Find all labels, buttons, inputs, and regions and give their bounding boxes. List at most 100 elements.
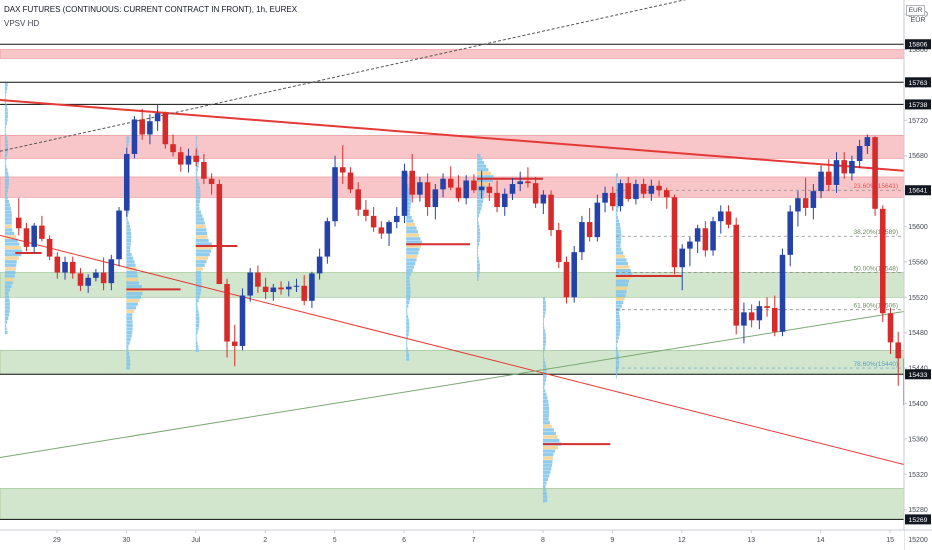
volume-profile-bar [542, 314, 545, 319]
volume-profile-bar [4, 203, 11, 207]
volume-profile-bar [542, 474, 550, 478]
candle-body [471, 180, 477, 191]
volume-profile-bar [126, 299, 140, 303]
volume-profile-bar [476, 153, 481, 158]
volume-profile-bar [406, 336, 408, 340]
candle-body [540, 194, 547, 204]
volume-profile-bar [4, 111, 8, 115]
volume-profile-bar [542, 378, 546, 382]
candle-body [100, 272, 107, 284]
candle-body [594, 202, 601, 238]
volume-profile-bar [542, 421, 550, 425]
candle-body [872, 137, 878, 209]
volume-profile-bar [4, 146, 9, 151]
candle-body [162, 113, 169, 145]
volume-profile-bar [615, 350, 619, 354]
volume-profile-bar [195, 224, 206, 228]
candle-body [301, 285, 307, 301]
volume-profile-bar [4, 214, 12, 218]
volume-profile-bar [476, 178, 493, 182]
volume-profile-bar [615, 364, 619, 368]
currency-label[interactable]: EUR [906, 5, 925, 16]
currency-text: EUR [911, 17, 926, 24]
volume-profile-bar [476, 199, 483, 204]
volume-profile-bar [615, 357, 620, 361]
volume-profile-bar [4, 320, 8, 324]
price-axis [904, 0, 932, 550]
candle-body [309, 273, 315, 301]
y-tick-label: 15440 [908, 366, 928, 373]
candle-body [625, 183, 631, 200]
volume-profile-bar [615, 283, 629, 287]
volume-profile-bar [476, 224, 480, 228]
volume-profile-bar [476, 253, 478, 257]
volume-profile-bar [126, 330, 133, 335]
volume-profile-bar [476, 231, 481, 236]
volume-profile-bar [476, 164, 487, 168]
volume-profile-bar [126, 323, 133, 328]
volume-profile-bar [126, 345, 129, 349]
x-tick-label: 12 [678, 537, 686, 544]
volume-profile-bar [195, 217, 204, 221]
candle-body [208, 178, 215, 185]
volume-profile-bar [406, 208, 411, 213]
volume-profile-bar [542, 470, 551, 474]
candle-body [316, 256, 323, 274]
candle-body [748, 312, 755, 321]
x-tick-label: 7 [472, 537, 476, 544]
volume-profile-bar [406, 325, 410, 329]
volume-profile-bar [476, 196, 484, 200]
volume-profile-bar [126, 256, 134, 260]
volume-profile-bar [195, 281, 202, 285]
candle-body [355, 189, 361, 210]
volume-profile-bar [4, 228, 13, 232]
y-tick-label: 15680 [908, 153, 928, 160]
candle-body [609, 192, 616, 207]
volume-profile-bar [615, 212, 618, 216]
volume-profile-bar [406, 212, 411, 216]
candle-body [579, 222, 585, 253]
volume-profile-bar [4, 313, 10, 317]
volume-profile-bar [126, 235, 132, 239]
y-tick-label: 15320 [908, 472, 928, 479]
volume-profile-bar [542, 445, 559, 450]
volume-profile-bar [615, 375, 617, 379]
volume-profile-bar [406, 201, 411, 205]
candle-body [270, 287, 277, 292]
volume-profile-bar [4, 171, 9, 175]
volume-profile-bar [542, 424, 552, 428]
volume-profile-bar [4, 139, 8, 144]
volume-profile-bar [126, 327, 133, 331]
candle-body [278, 287, 284, 290]
x-tick-label: 6 [402, 537, 406, 544]
candle-body [880, 208, 886, 314]
volume-profile-bar [195, 192, 201, 197]
volume-profile-bar [195, 302, 198, 306]
volume-profile-bar [615, 332, 620, 336]
candle-body [486, 186, 493, 193]
x-tick-label: 9 [610, 537, 614, 544]
candle-body [123, 153, 130, 211]
volume-profile-bar [476, 260, 480, 264]
volume-profile-bar [476, 217, 478, 221]
volume-profile-bar [406, 314, 409, 319]
volume-profile-bar [195, 161, 200, 165]
volume-profile-bar [476, 157, 483, 161]
volume-profile-bar [476, 175, 494, 179]
volume-profile-bar [615, 279, 629, 283]
volume-profile-bar [615, 268, 631, 273]
candle-body [718, 211, 724, 222]
candle-body [648, 185, 655, 194]
candle-body [154, 113, 161, 122]
candle-body [15, 217, 22, 229]
volume-profile-bar [195, 139, 197, 144]
candle-body [85, 277, 91, 286]
volume-profile-bar [542, 456, 553, 460]
volume-profile-bar [195, 182, 200, 186]
volume-profile-bar [615, 173, 618, 177]
volume-profile-bar [615, 361, 620, 365]
volume-profile-bar [4, 224, 12, 228]
volume-profile-bar [615, 300, 624, 305]
